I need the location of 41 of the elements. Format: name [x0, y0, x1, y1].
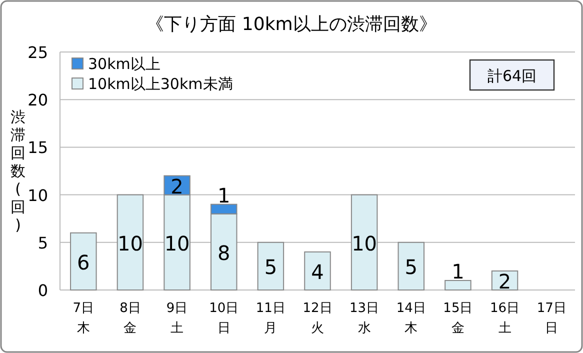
- y-axis-title: 渋滞回数(回): [10, 108, 26, 234]
- data-label: 10: [164, 231, 190, 256]
- data-label: 1: [452, 259, 464, 284]
- x-tick-label: 7日木: [72, 301, 94, 336]
- data-label: 5: [264, 255, 278, 280]
- x-tick-label: 17日日: [536, 301, 566, 336]
- bar: [350, 194, 378, 290]
- bar: [398, 242, 425, 290]
- data-label: 4: [311, 260, 324, 284]
- x-tick-label: 9日土: [166, 301, 188, 336]
- x-tick-label: 16日土: [490, 301, 520, 336]
- bar: [116, 194, 144, 290]
- bar: [304, 251, 331, 290]
- bar: [70, 232, 97, 290]
- bar: [444, 280, 472, 290]
- x-tick-label: 14日木: [396, 301, 426, 336]
- annotation: 計64回: [487, 67, 537, 85]
- x-tick-label: 15日金: [443, 301, 473, 336]
- data-label: 6: [77, 250, 90, 274]
- data-label: 8: [217, 240, 230, 265]
- y-tick-label: 0: [38, 281, 48, 300]
- x-tick-label: 13日水: [350, 301, 380, 336]
- y-tick-label: 5: [38, 233, 48, 252]
- y-tick-label: 15: [28, 138, 48, 158]
- data-label: 2: [498, 269, 512, 294]
- y-tick-label: 10: [28, 186, 48, 205]
- chart-title: 《下り方面 10km以上の渋滞回数》: [146, 14, 437, 35]
- x-tick-label: 11日月: [256, 301, 286, 336]
- x-tick-label: 8日金: [120, 301, 141, 336]
- data-label: 10: [118, 231, 143, 256]
- data-label: 1: [217, 183, 230, 208]
- data-label: 10: [352, 231, 378, 256]
- y-tick-label: 20: [28, 90, 48, 110]
- y-tick-label: 25: [28, 43, 48, 62]
- data-label: 5: [404, 255, 418, 280]
- x-tick-label: 12日火: [302, 301, 332, 336]
- data-label: 2: [170, 174, 184, 198]
- bar: [257, 242, 284, 290]
- legend-label: 30km以上: [88, 55, 160, 73]
- x-tick-label: 10日日: [209, 301, 239, 336]
- legend-label: 10km以上30km未満: [88, 75, 233, 93]
